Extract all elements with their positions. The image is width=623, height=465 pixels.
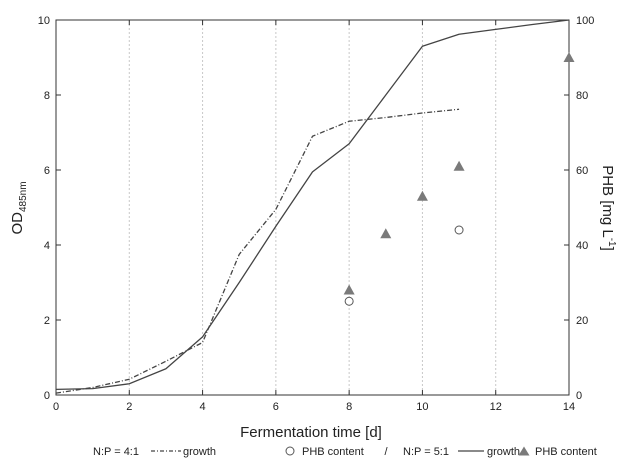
x-tick-label-12: 12 [490,401,502,413]
legend-separator: / [384,446,388,458]
point-phb-content-n-p-5-1-2 [416,190,428,201]
y-right-tick-label-20: 20 [576,315,588,327]
y-left-tick-label-4: 4 [44,240,50,252]
point-phb-content-n-p-5-1-4 [563,52,575,62]
legend-group2-label: N:P = 5:1 [403,446,449,458]
y-right-tick-label-60: 60 [576,165,588,177]
series-line-growth-n-p-5-1 [55,19,570,391]
x-tick-label-6: 6 [273,401,279,413]
x-tick-label-8: 8 [346,401,352,413]
axes [55,19,570,396]
y-axis-left-title-main: OD [9,212,26,235]
y-left-tick-label-8: 8 [44,90,50,102]
y-axis-right-title-sup: -1 [606,238,617,247]
x-tick-label-14: 14 [563,401,575,413]
y-right-tick-label-80: 80 [576,90,588,102]
x-tick-label-10: 10 [416,401,428,413]
y-axis-left-title-sub: 485nm [18,181,29,212]
y-axis-right-title-end: ] [599,247,616,251]
legend-growth-5to1-label: growth [487,446,520,458]
y-axis-right-title: PHB [mg L-1] [599,165,617,251]
y-right-tick-label-100: 100 [576,15,594,27]
legend-phb-4to1-marker [285,446,295,456]
y-right-tick-label-0: 0 [576,390,582,402]
point-phb-content-n-p-5-1-1 [380,228,392,239]
y-left-tick-label-6: 6 [44,165,50,177]
grid [128,20,497,395]
y-left-tick-label-2: 2 [44,315,50,327]
point-phb-content-n-p-5-1-3 [453,160,465,171]
series [55,19,575,394]
legend-phb-5to1-label: PHB content [535,446,597,458]
x-tick-label-2: 2 [126,401,132,413]
y-right-tick-label-40: 40 [576,240,588,252]
x-axis-title: Fermentation time [d] [240,424,382,441]
legend-phb-4to1-label: PHB content [302,446,364,458]
point-phb-content-n-p-5-1-0 [343,284,355,295]
x-tick-label-4: 4 [200,401,206,413]
y-axis-right-title-main: PHB [mg L [599,165,616,238]
legend: N:P = 4:1 growth PHB content / N:P = 5:1… [93,446,597,458]
series-line-growth-n-p-4-1 [55,108,460,394]
legend-group1-label: N:P = 4:1 [93,446,139,458]
point-phb-content-n-p-4-1-1 [454,225,464,235]
y-axis-left-title: OD485nm [9,181,29,234]
y-left-tick-label-0: 0 [44,390,50,402]
legend-growth-4to1-label: growth [183,446,216,458]
x-tick-label-0: 0 [53,401,59,413]
point-phb-content-n-p-4-1-0 [344,296,354,306]
plot-frame [55,19,570,396]
legend-phb-5to1-marker [518,446,530,456]
y-left-tick-label-10: 10 [38,15,50,27]
